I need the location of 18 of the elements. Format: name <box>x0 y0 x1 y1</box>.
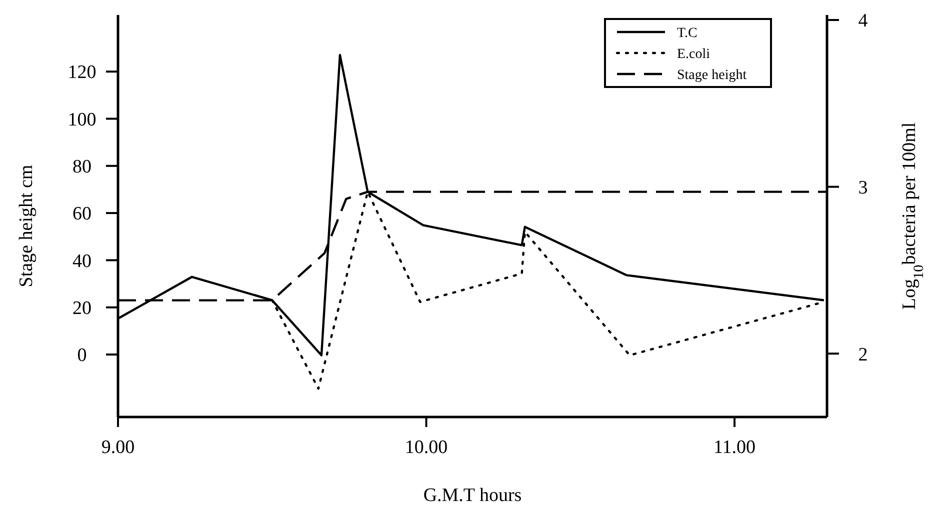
y-tick-label: 20 <box>72 298 92 320</box>
legend-label: Stage height <box>677 68 747 83</box>
y-tick-label: 40 <box>72 250 92 272</box>
y2-tick-label: 4 <box>858 10 868 32</box>
x-tick-label: 11.00 <box>714 437 756 458</box>
y-tick-label: 100 <box>68 109 96 130</box>
y-tick-label: 60 <box>72 204 92 225</box>
y-tick-label: 120 <box>68 62 96 84</box>
legend-label: E.coli <box>677 46 710 62</box>
y-tick-label: 80 <box>72 156 92 178</box>
y2-tick-label: 3 <box>858 177 868 198</box>
x-tick-label: 10.00 <box>404 437 448 458</box>
legend-label: T.C <box>677 26 698 41</box>
y2-tick-label: 2 <box>858 344 868 366</box>
y-tick-label: 0 <box>77 345 87 366</box>
x-tick-label: 9.00 <box>101 437 135 458</box>
x-axis-title: G.M.T hours <box>423 485 522 506</box>
y-axis-title: Stage height cm <box>16 164 37 288</box>
